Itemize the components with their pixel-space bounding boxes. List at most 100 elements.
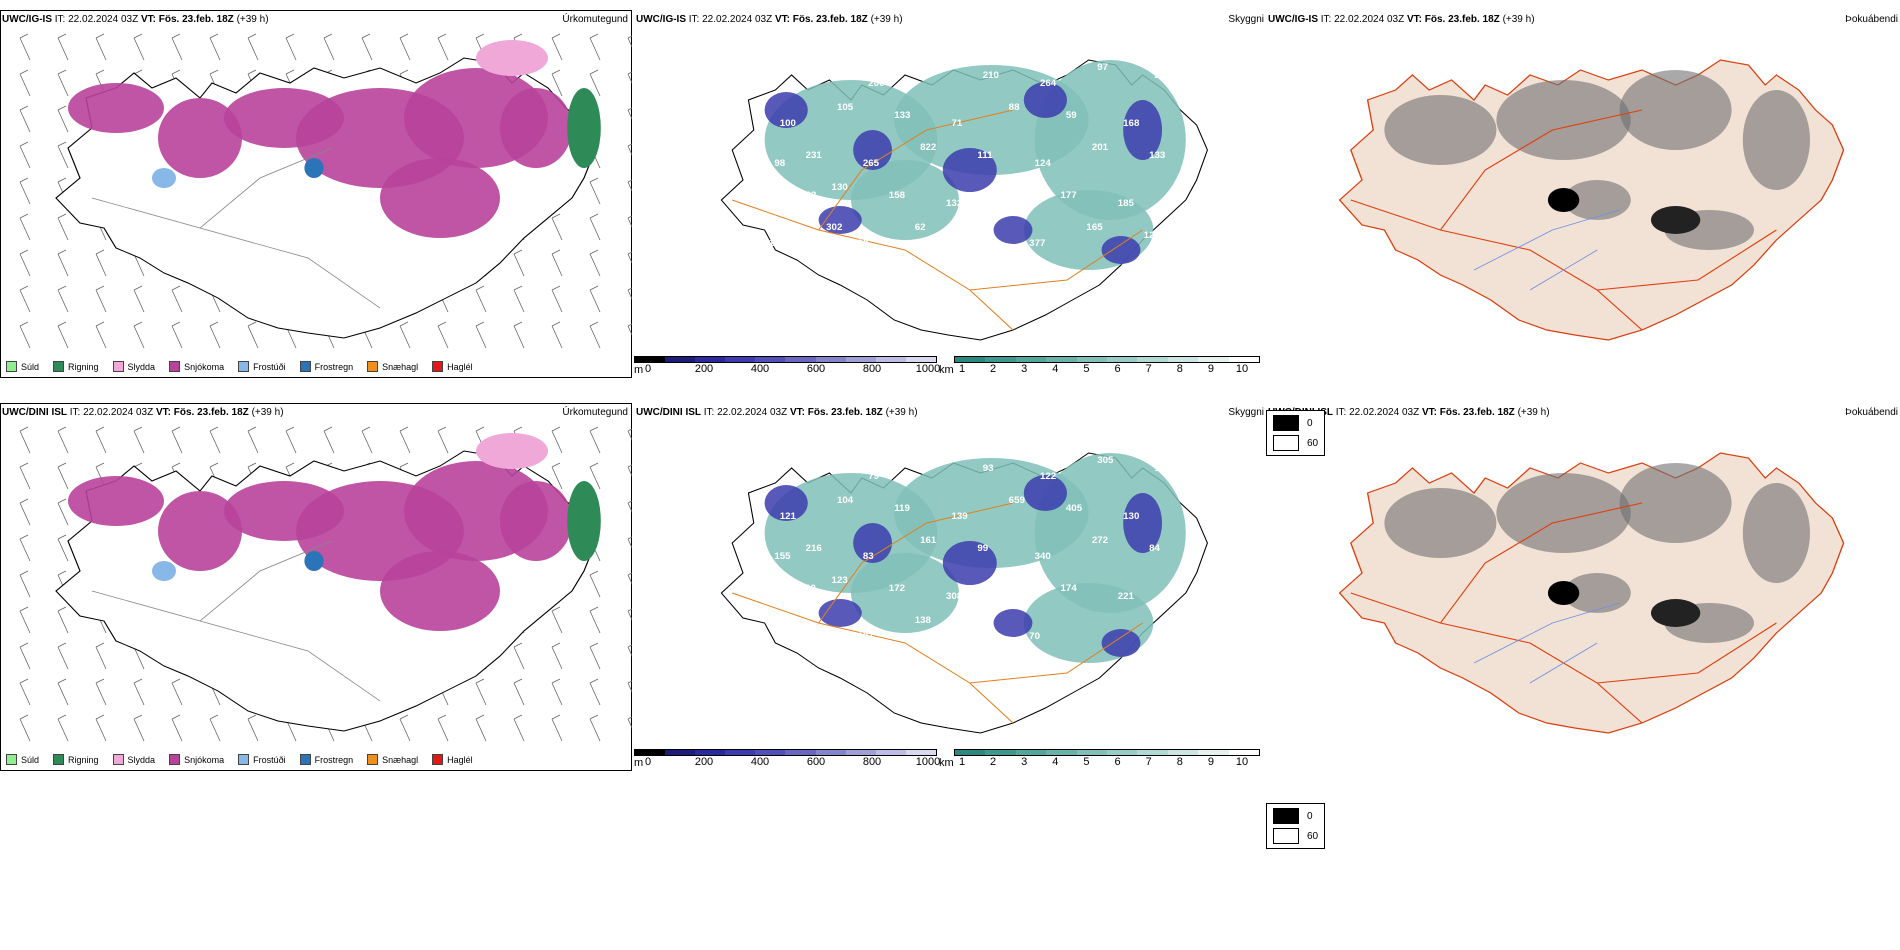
- cloud-base-value: 272: [1092, 535, 1108, 545]
- lead-time: (+39 h): [1517, 407, 1550, 418]
- legend-swatch: [112, 361, 124, 372]
- scale-tick: 2: [990, 363, 997, 375]
- valid-time-label: VT:: [155, 407, 171, 418]
- fog-indicator-panel: UWC/IG-IS IT: 22.02.2024 03Z VT: Fös. 23…: [1266, 10, 1900, 388]
- cloud-scales: 0 200 400 600 800 1000 m 1 2 3 4 5 6 7 8 9 10 km: [634, 356, 1266, 386]
- init-time: IT: 22.02.2024 03Z: [1335, 407, 1420, 418]
- cloud-visibility-panel: UWC/IG-IS IT: 22.02.2024 03Z VT: Fös. 23…: [634, 10, 1266, 388]
- cloud-base-value: 111: [977, 150, 992, 160]
- fog-swatch: [1273, 435, 1299, 451]
- cloud-base-value: 136: [1154, 463, 1170, 473]
- scale-tick: 800: [862, 756, 882, 768]
- cloud-base-value: 302: [826, 222, 842, 232]
- cloud-base-value: 216: [806, 543, 822, 553]
- scale-tick: 400: [750, 756, 770, 768]
- cloud-base-value: 84: [1149, 543, 1161, 553]
- scale-tick: 1000: [915, 756, 941, 768]
- visibility-scale-unit: km: [939, 757, 954, 769]
- cloud-base-value: 231: [806, 150, 822, 160]
- panel-title: Úrkomutegund: [562, 14, 628, 25]
- panel-title: Þokuábendi: [1845, 407, 1898, 418]
- cloud-base-value: 105: [837, 102, 853, 112]
- precip-map-frame: [0, 403, 632, 771]
- cloud-base-value: 124: [1144, 230, 1161, 240]
- cloud-base-value: 88: [1009, 102, 1020, 112]
- panel-header: UWC/DINI ISL IT: 22.02.2024 03Z VT: Fös.…: [2, 407, 284, 418]
- cloud-base-value: 123: [832, 575, 848, 585]
- precip-legend: Súld Rigning Slydda Snjókoma Frostúði Frostre…: [6, 361, 487, 372]
- lead-time: (+39 h): [1502, 14, 1535, 25]
- cloud-base-value: 133: [1149, 150, 1165, 160]
- cloud-base-value: 322: [1180, 495, 1196, 505]
- fog-legend-row: 0: [1273, 808, 1318, 824]
- cloud-base-value: 162: [926, 62, 942, 72]
- panel-title: Skyggni: [1228, 14, 1264, 25]
- legend-label: Snjókoma: [184, 361, 225, 372]
- cloud-base-value: 107: [857, 631, 873, 641]
- init-time: IT: 22.02.2024 03Z: [703, 407, 788, 418]
- legend-item: Frostúði: [238, 754, 286, 765]
- scale-tick: 800: [862, 363, 882, 375]
- cloud-base-value: 265: [863, 158, 879, 168]
- legend-item: Haglél: [432, 361, 473, 372]
- fog-swatch: [1273, 828, 1299, 844]
- legend-label: Rigning: [68, 361, 99, 372]
- scale-tick: 4: [1052, 363, 1059, 375]
- legend-swatch: [299, 754, 311, 765]
- cloud-base-value: 221: [1118, 591, 1134, 601]
- cloud-base-value: 99: [977, 543, 988, 553]
- legend-item: Frostregn: [299, 361, 353, 372]
- scale-tick: 200: [694, 363, 714, 375]
- panel-header: UWC/IG-IS IT: 22.02.2024 03Z VT: Fös. 23…: [2, 14, 269, 25]
- legend-label: Súld: [21, 361, 40, 372]
- cloud-base-value: 133: [894, 110, 910, 120]
- panel-header: UWC/IG-IS IT: 22.02.2024 03Z VT: Fös. 23…: [636, 14, 903, 25]
- legend-label: Haglél: [447, 754, 473, 765]
- panel-header: UWC/IG-IS IT: 22.02.2024 03Z VT: Fös. 23…: [1268, 14, 1535, 25]
- legend-item: Slydda: [112, 361, 155, 372]
- valid-time: Fös. 23.feb. 18Z: [1439, 407, 1515, 418]
- model-name: UWC/DINI ISL: [2, 407, 67, 418]
- cloud-base-value: 139: [951, 511, 967, 521]
- cloud-base-value: 83: [863, 551, 874, 561]
- legend-swatch: [299, 361, 311, 372]
- legend-label: Frostregn: [314, 754, 354, 765]
- init-time: IT: 22.02.2024 03Z: [69, 407, 154, 418]
- lead-time: (+39 h): [236, 14, 269, 25]
- cloud-base-value: 70: [1029, 631, 1040, 641]
- legend-item: Súld: [6, 754, 39, 765]
- precip-legend: Súld Rigning Slydda Snjókoma Frostúði Frostre…: [6, 754, 487, 765]
- legend-item: Snæhagl: [367, 754, 418, 765]
- cloud-base-value: 59: [1003, 575, 1014, 585]
- cloud-base-value: 165: [1086, 222, 1102, 232]
- cloud-base-value: 158: [889, 190, 905, 200]
- scale-tick: 600: [806, 363, 826, 375]
- visibility-scale-unit: km: [939, 364, 954, 376]
- cloud-base-value: 96: [811, 463, 822, 473]
- cloud-base-value: 155: [774, 551, 790, 561]
- cloud-base-value: 161: [920, 535, 936, 545]
- scale-tick: 3: [1021, 756, 1028, 768]
- cloud-base-value: 104: [837, 495, 854, 505]
- valid-time-label: VT:: [1421, 407, 1437, 418]
- cloud-base-value: 132: [946, 198, 962, 208]
- cloud-base-value: 659: [1009, 495, 1025, 505]
- legend-swatch: [367, 754, 379, 765]
- fog-legend: 0 60: [1266, 803, 1326, 849]
- scale-tick: 1: [958, 363, 966, 375]
- cloud-base-value: 79: [868, 471, 879, 481]
- fog-swatch: [1273, 415, 1299, 431]
- cloud-base-value: 172: [889, 583, 905, 593]
- fog-legend: 0 60: [1266, 410, 1326, 456]
- fog-legend-label: 60: [1307, 437, 1319, 449]
- cloud-base-value: 264: [1040, 78, 1057, 88]
- legend-item: Rigning: [53, 754, 99, 765]
- legend-item: Frostregn: [299, 754, 354, 765]
- init-time: IT: 22.02.2024 03Z: [1320, 14, 1405, 25]
- legend-swatch: [238, 361, 250, 372]
- fog-legend-label: 0: [1307, 810, 1313, 822]
- scale-tick: 10: [1235, 756, 1249, 768]
- legend-label: Slydda: [127, 754, 156, 765]
- fog-legend-label: 0: [1307, 417, 1313, 429]
- legend-item: Rigning: [53, 361, 99, 372]
